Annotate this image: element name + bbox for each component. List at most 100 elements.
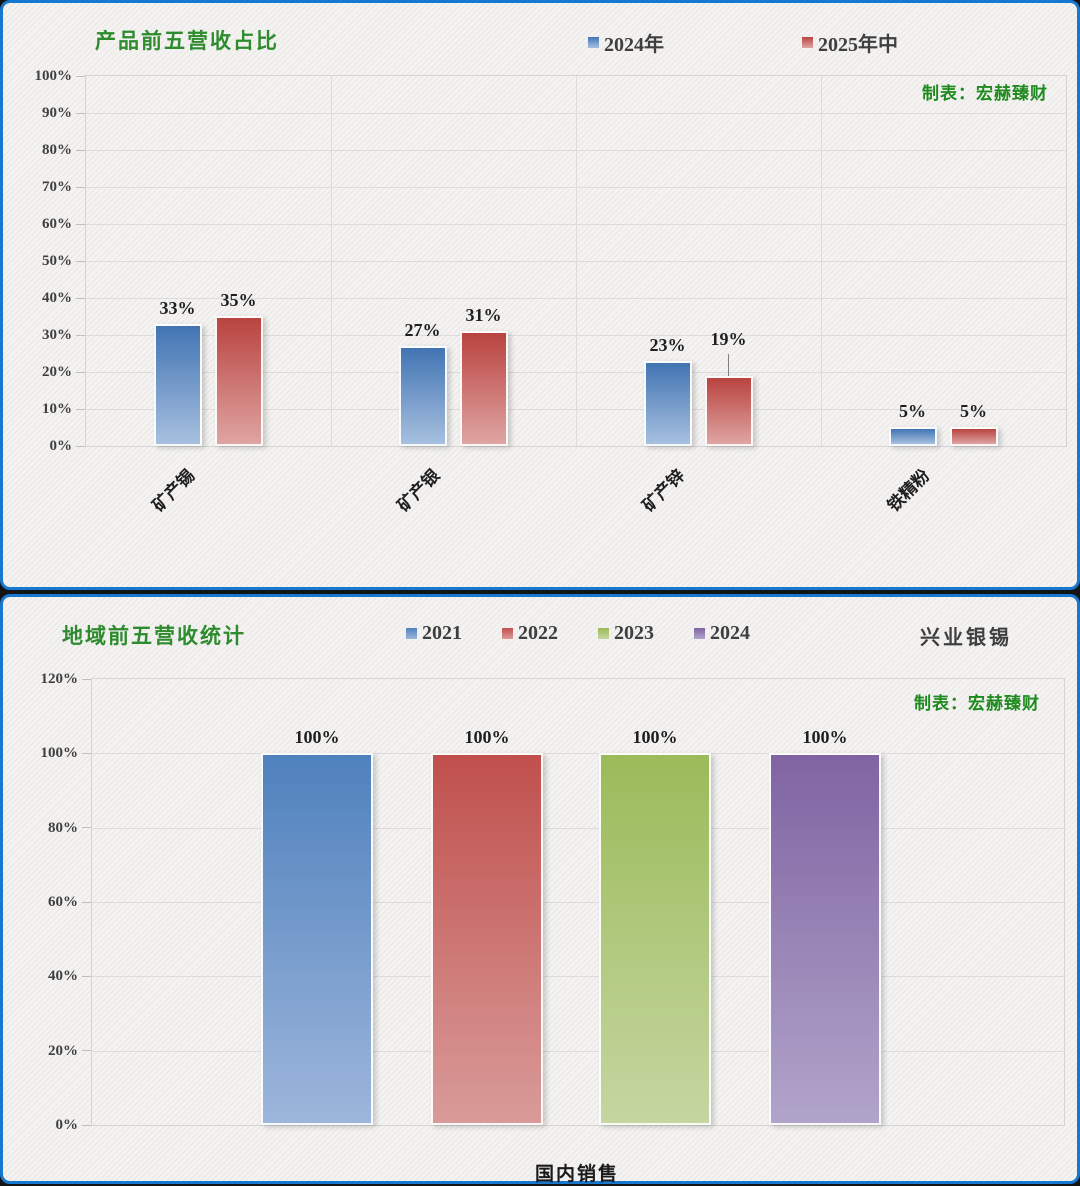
company-name: 兴业银锡 [920,627,1012,649]
y-axis-label: 50% [42,253,72,269]
gridline-vertical [576,76,577,446]
y-axis-label: 30% [42,327,72,343]
label-leader-line [728,354,729,376]
bar-2025年中-矿产银 [459,331,508,446]
bottom-chart-panel: 地域前五营收统计 2021 2022 2023 2024 兴业银锡 制表：宏赫臻财 0… [0,594,1080,1185]
category-label: 矿产银 [393,465,443,516]
y-axis-label: 80% [48,819,78,836]
legend-label: 2021 [422,622,462,644]
gridline-horizontal [92,1050,1064,1052]
y-axis-label: 0% [49,438,73,454]
bar-2024年-矿产锌 [643,361,692,446]
y-axis-label: 100% [40,745,79,762]
bar-value-label: 100% [464,727,510,747]
gridline-vertical [821,76,822,446]
bar-2025年中-铁精粉 [949,427,998,446]
bottom-chart-credit: 制表：宏赫臻财 [914,694,1040,713]
bar-2021-国内销售 [261,753,373,1125]
y-axis-tick [76,297,85,299]
y-axis-label: 80% [42,142,72,158]
y-axis-tick [76,223,85,225]
legend-marker-icon [598,628,609,639]
y-axis-label: 60% [48,894,78,910]
y-axis-label: 40% [42,290,72,306]
legend-label: 2023 [614,622,654,644]
legend-marker-icon [588,37,599,48]
bottom-chart-title: 地域前五营收统计 [62,624,246,648]
y-axis-tick [76,75,85,77]
y-axis-label: 10% [42,401,72,417]
y-axis-tick [76,371,85,373]
category-label: 矿产锡 [148,465,198,516]
legend-item: 2025年中 [802,28,898,57]
category-label: 矿产锌 [638,465,688,516]
gridline-vertical [331,76,332,446]
y-axis-label: 20% [48,1042,78,1059]
y-axis-tick [76,260,85,262]
bar-2024-国内销售 [769,753,881,1125]
legend-marker-icon [802,37,813,48]
legend-marker-icon [502,628,513,639]
x-axis-title: 国内销售 [534,1164,619,1185]
y-axis-tick [76,186,85,188]
gridline-horizontal [92,902,1064,903]
bar-2025年中-矿产锡 [214,316,263,446]
y-axis-tick [82,678,91,680]
legend-label: 2024 [710,622,750,644]
bar-value-label: 23% [649,335,686,355]
legend-marker-icon [406,628,417,639]
bar-value-label: 27% [404,320,441,340]
top-chart-credit: 制表：宏赫臻财 [922,84,1048,103]
bottom-chart-plot: 0% 20% 40% 60% 80% 100% 120% 100% 100% 100% 100% [41,671,1065,1133]
legend-item: 2022 [502,622,558,645]
bar-value-label: 100% [632,727,678,747]
legend-item: 2024年 [588,28,664,57]
gridline-horizontal [92,753,1064,755]
bar-2024年-矿产锡 [153,324,202,446]
y-axis-tick [76,149,85,151]
y-axis-tick [76,112,85,114]
y-axis-tick [76,334,85,336]
bottom-chart-legend: 2021 2022 2023 2024 [406,622,750,645]
gridline-horizontal [92,976,1064,978]
legend-marker-icon [694,628,705,639]
bar-value-label: 5% [960,401,987,421]
top-chart-title: 产品前五营收占比 [95,29,279,53]
bar-value-label: 35% [220,290,257,310]
y-axis-tick [82,752,91,754]
y-axis-tick [76,445,85,447]
gridline-horizontal [92,827,1064,829]
top-chart-panel: 产品前五营收占比 2024年 2025年中 制表：宏赫臻财 0% 10% 20% 30%… [0,0,1080,590]
y-axis-label: 40% [48,968,78,985]
legend-label: 2025年中 [818,34,898,56]
y-axis-label: 120% [40,671,79,687]
legend-label: 2024年 [604,34,664,56]
y-axis-tick [82,1124,91,1126]
top-chart-plot: 0% 10% 20% 30% 40% 50% 60% 70% 80% 90% 100% 33% 27% 2… [35,68,1067,515]
bar-2024年-矿产银 [398,346,447,446]
y-axis-tick [82,827,91,829]
y-axis-tick [76,408,85,410]
bar-2025年中-矿产锌 [704,376,753,446]
bar-value-label: 100% [294,727,340,747]
legend-item: 2023 [598,622,654,645]
bar-2023-国内销售 [599,753,711,1125]
legend-item: 2024 [694,622,750,645]
legend-label: 2022 [518,622,558,644]
bar-2024年-铁精粉 [888,427,937,446]
bar-value-label: 100% [802,727,848,747]
category-label: 铁精粉 [883,465,933,516]
bar-value-label: 33% [159,298,196,318]
y-axis-label: 60% [42,216,72,232]
legend-item: 2021 [406,622,462,645]
y-axis-label: 70% [42,179,72,195]
bar-2022-国内销售 [431,753,543,1125]
y-axis-label: 20% [42,364,72,380]
y-axis-tick [82,901,91,903]
y-axis-label: 0% [55,1117,79,1133]
bar-value-label: 31% [465,305,502,325]
y-axis-tick [82,1050,91,1052]
y-axis-label: 90% [42,105,72,121]
y-axis-label: 100% [34,68,73,84]
bar-value-label: 19% [710,329,747,349]
